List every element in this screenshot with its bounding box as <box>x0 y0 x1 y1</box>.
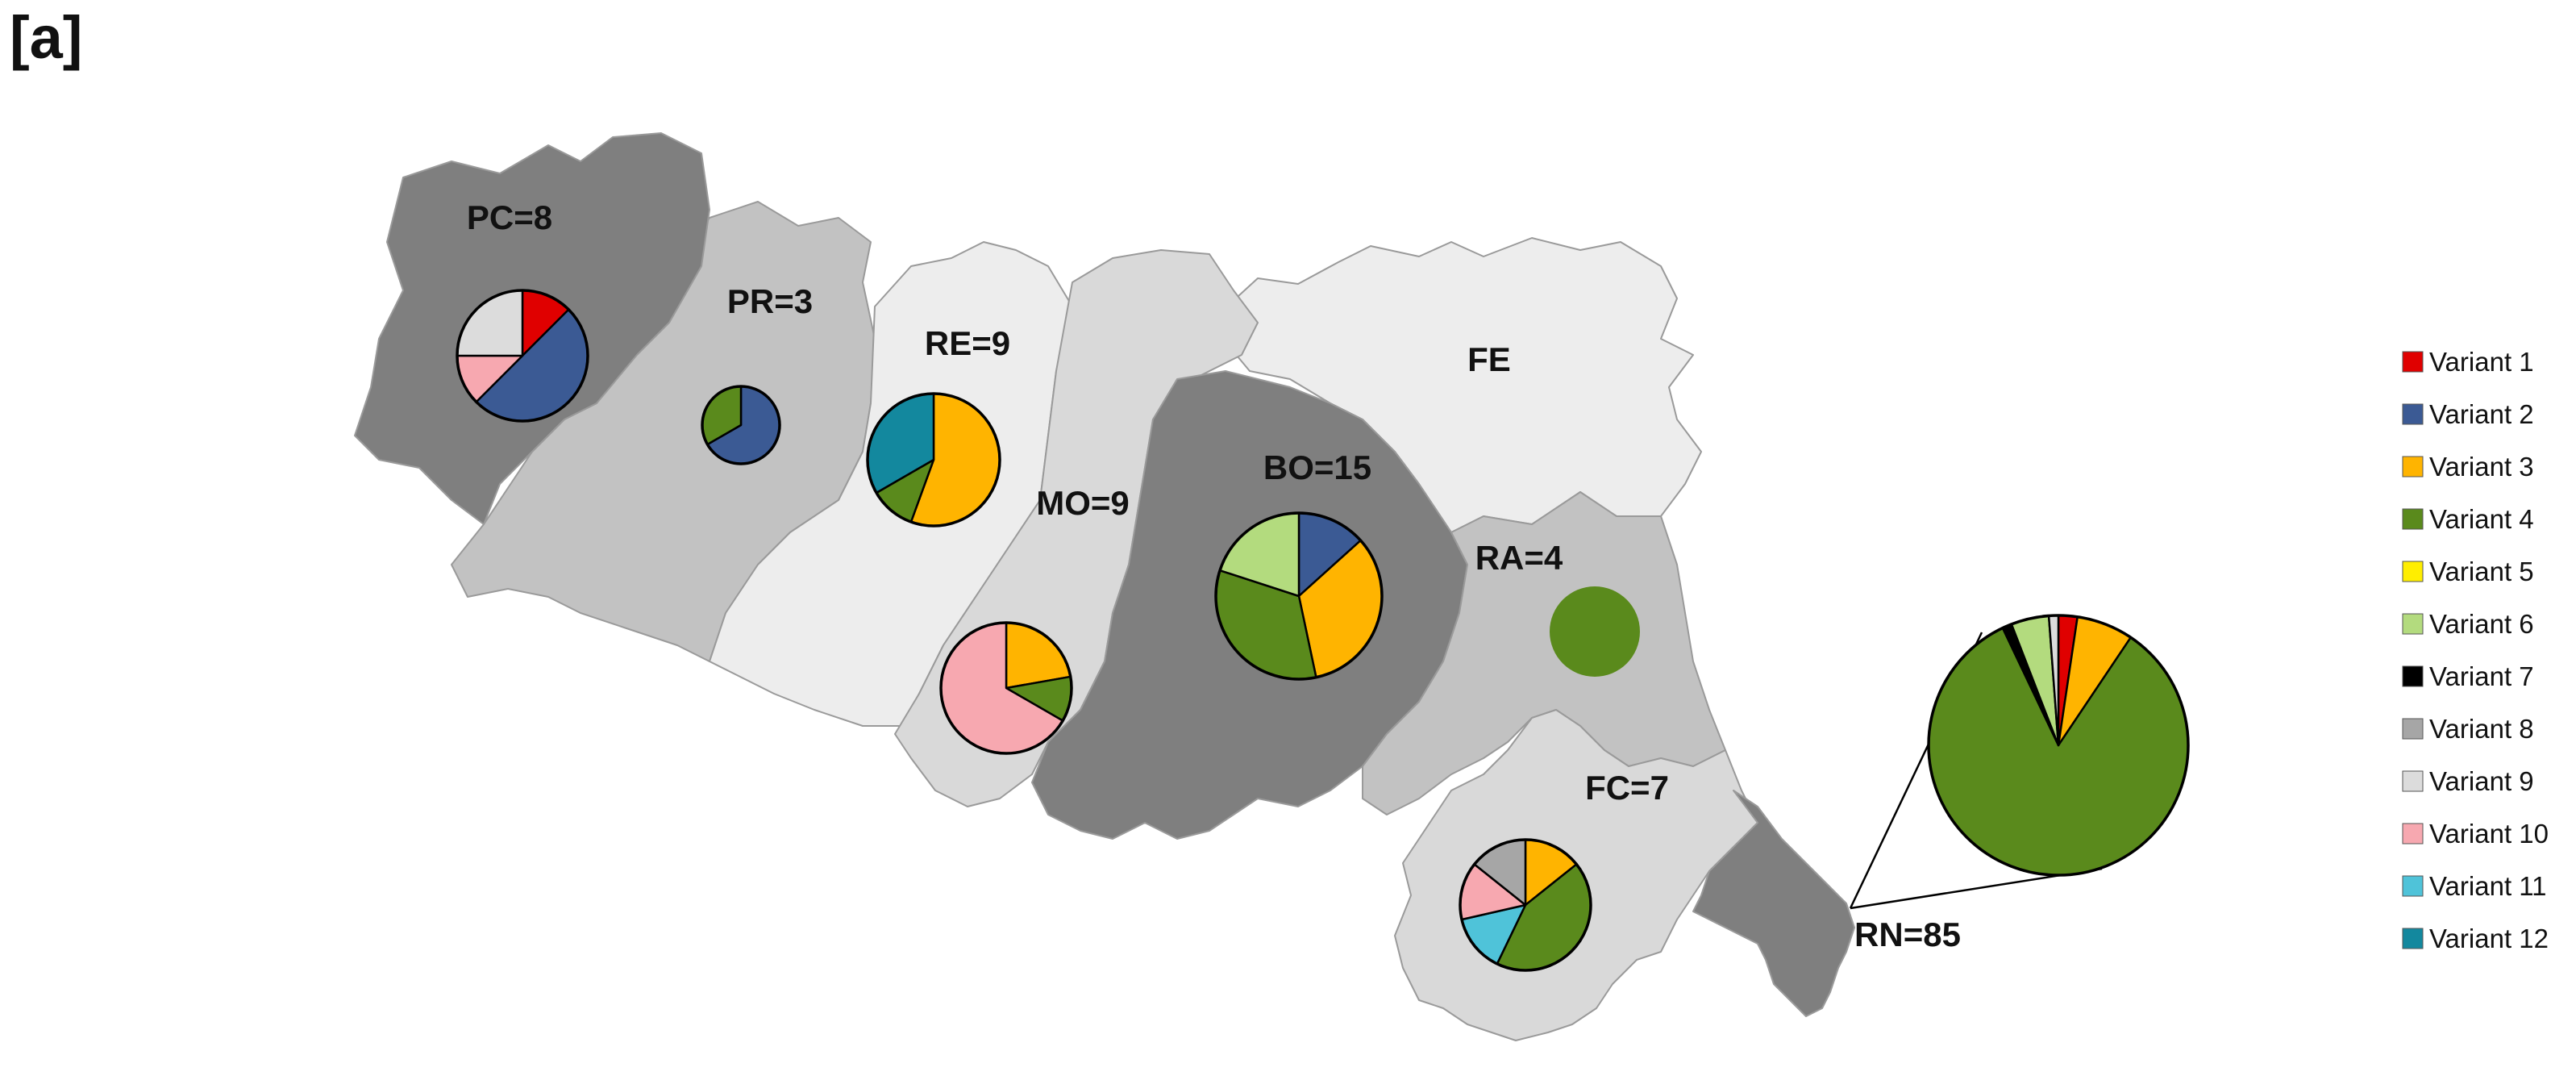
legend-item-variant-3: Variant 3 <box>2402 452 2534 482</box>
province-labels: PC=8 PR=3 RE=9 MO=9 BO=15 FE RA=4 FC=7 RN=85 <box>467 198 1961 953</box>
pie-outline-re <box>866 392 1001 528</box>
pie-outline-fc <box>1459 838 1592 972</box>
legend-item-variant-9: Variant 9 <box>2402 766 2534 796</box>
legend-item-variant-8: Variant 8 <box>2402 714 2534 744</box>
legend-swatch <box>2402 351 2424 373</box>
legend-label: Variant 12 <box>2429 924 2549 953</box>
pie-pr <box>701 385 781 465</box>
legend-item-variant-5: Variant 5 <box>2402 557 2534 586</box>
pie-charts <box>456 289 2190 972</box>
legend-item-variant-4: Variant 4 <box>2402 504 2534 534</box>
region-map <box>354 132 1855 1041</box>
legend-swatch <box>2402 561 2424 582</box>
legend-label: Variant 7 <box>2429 661 2534 691</box>
legend-swatch <box>2402 613 2424 635</box>
pie-outline-mo <box>939 621 1073 755</box>
legend-swatch <box>2402 875 2424 897</box>
pie-slice-ra-variant-4 <box>1550 586 1640 677</box>
legend-label: Variant 10 <box>2429 819 2549 849</box>
legend-label: Variant 2 <box>2429 399 2534 429</box>
legend-swatch <box>2402 928 2424 949</box>
province-label-mo: MO=9 <box>1036 484 1130 522</box>
province-label-rn: RN=85 <box>1854 915 1961 953</box>
legend-label: Variant 4 <box>2429 504 2534 534</box>
legend-swatch <box>2402 403 2424 425</box>
region-shape-rn <box>1692 790 1855 1017</box>
legend-label: Variant 8 <box>2429 714 2534 744</box>
legend-swatch <box>2402 823 2424 845</box>
legend-item-variant-12: Variant 12 <box>2402 924 2549 953</box>
pie-outline-pc <box>456 289 589 423</box>
province-label-bo: BO=15 <box>1263 448 1371 486</box>
legend-label: Variant 11 <box>2429 871 2547 901</box>
pie-bo <box>1214 511 1384 681</box>
legend-swatch <box>2402 718 2424 740</box>
variant-legend: Variant 1 Variant 2 Variant 3 Variant 4 Vari… <box>2402 347 2549 953</box>
legend-swatch <box>2402 665 2424 687</box>
pie-fc <box>1459 838 1592 972</box>
pie-pc <box>456 289 589 423</box>
legend-item-variant-1: Variant 1 <box>2402 347 2534 377</box>
legend-label: Variant 5 <box>2429 557 2534 586</box>
panel-label: [a] <box>10 4 82 71</box>
province-label-ra: RA=4 <box>1475 539 1563 577</box>
legend-swatch <box>2402 770 2424 792</box>
legend-label: Variant 6 <box>2429 609 2534 639</box>
pie-mo <box>939 621 1073 755</box>
pie-outline-pr <box>701 385 781 465</box>
legend-item-variant-10: Variant 10 <box>2402 819 2549 849</box>
pie-outline-rn <box>1927 614 2190 877</box>
legend-label: Variant 1 <box>2429 347 2534 377</box>
legend-label: Variant 3 <box>2429 452 2534 482</box>
province-label-pr: PR=3 <box>727 282 813 320</box>
province-label-pc: PC=8 <box>467 198 552 236</box>
province-label-fe: FE <box>1467 340 1511 378</box>
pie-ra <box>1550 586 1640 677</box>
pie-outline-bo <box>1214 511 1384 681</box>
province-label-re: RE=9 <box>925 324 1010 362</box>
legend-item-variant-6: Variant 6 <box>2402 609 2534 639</box>
legend-swatch <box>2402 456 2424 478</box>
pie-rn <box>1927 614 2190 877</box>
legend-swatch <box>2402 508 2424 530</box>
legend-item-variant-11: Variant 11 <box>2402 871 2547 901</box>
legend-item-variant-7: Variant 7 <box>2402 661 2534 691</box>
legend-label: Variant 9 <box>2429 766 2534 796</box>
legend-item-variant-2: Variant 2 <box>2402 399 2534 429</box>
pie-re <box>866 392 1001 528</box>
province-label-fc: FC=7 <box>1585 769 1669 807</box>
